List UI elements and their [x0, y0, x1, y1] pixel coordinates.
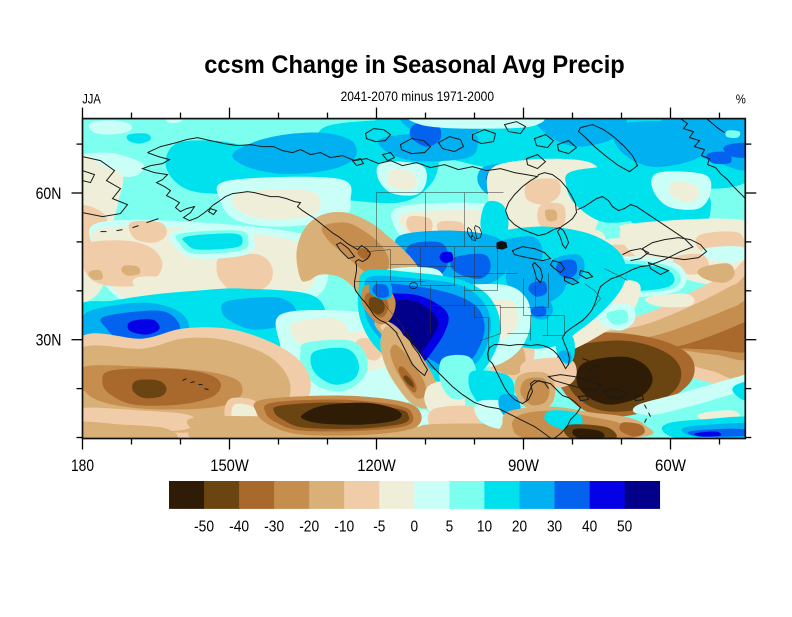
svg-text:10: 10	[477, 518, 492, 535]
svg-text:%: %	[736, 92, 746, 107]
svg-text:5: 5	[446, 518, 454, 535]
svg-text:-40: -40	[229, 518, 249, 535]
svg-text:60W: 60W	[655, 456, 686, 475]
svg-text:180: 180	[71, 456, 94, 475]
svg-text:90W: 90W	[508, 456, 539, 475]
svg-text:0: 0	[411, 518, 419, 535]
svg-text:40: 40	[582, 518, 597, 535]
svg-text:JJA: JJA	[82, 92, 101, 108]
svg-text:-30: -30	[264, 518, 284, 535]
svg-text:-20: -20	[299, 518, 319, 535]
svg-text:120W: 120W	[357, 456, 396, 475]
svg-text:-50: -50	[194, 518, 214, 535]
svg-text:150W: 150W	[210, 456, 249, 475]
svg-text:-10: -10	[334, 518, 354, 535]
svg-text:50: 50	[617, 518, 632, 535]
svg-text:ccsm Change in Seasonal Avg Pr: ccsm Change in Seasonal Avg Precip	[204, 51, 625, 79]
svg-text:30: 30	[547, 518, 562, 535]
svg-text:-5: -5	[373, 518, 385, 535]
svg-text:60N: 60N	[36, 184, 62, 203]
svg-text:30N: 30N	[36, 331, 62, 350]
svg-text:2041-2070 minus 1971-2000: 2041-2070 minus 1971-2000	[341, 88, 495, 104]
svg-text:20: 20	[512, 518, 527, 535]
